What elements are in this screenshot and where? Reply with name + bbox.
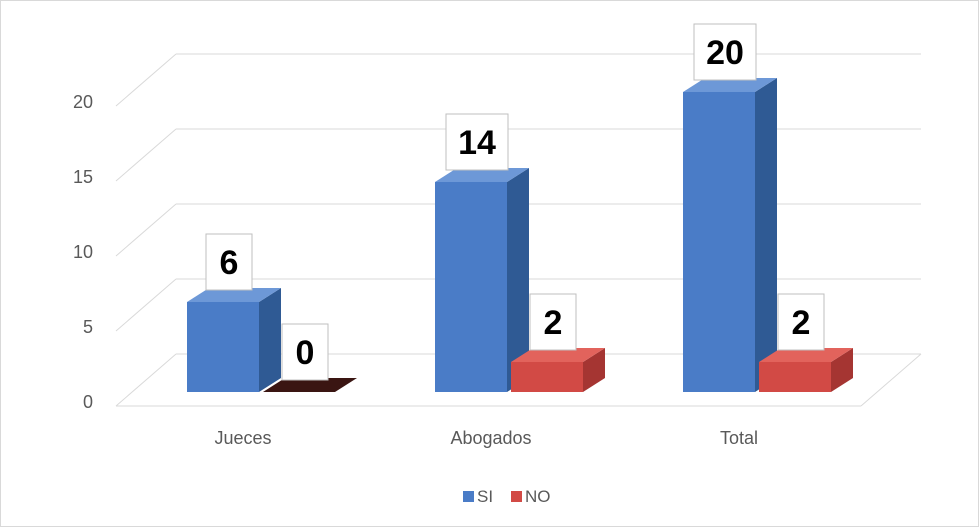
bar-top (511, 348, 605, 362)
x-tick-label: Total (720, 428, 758, 448)
data-label-box (529, 293, 577, 351)
gridline-diagonal (115, 203, 177, 257)
data-label-si-jueces: 6 (205, 233, 253, 291)
legend-label: NO (525, 487, 551, 506)
bar-no-total (759, 348, 853, 392)
legend-swatch (511, 491, 522, 502)
gridline-diagonal (115, 353, 177, 407)
bar-top (187, 288, 281, 302)
bar-top (759, 348, 853, 362)
bar-front (511, 362, 583, 392)
data-label-text: 0 (296, 334, 315, 372)
legend-item-no: NO (511, 487, 551, 506)
bar-front (187, 302, 259, 392)
legend: SI NO (463, 487, 551, 506)
bars (187, 78, 853, 392)
y-tick-label: 5 (83, 317, 93, 337)
x-tick-label: Abogados (450, 428, 531, 448)
data-label-si-abogados: 14 (445, 113, 509, 171)
bar-front (759, 362, 831, 392)
gridline-diagonal (115, 128, 177, 182)
data-label-box (205, 233, 253, 291)
bar-side (507, 168, 529, 392)
bar-side (583, 348, 605, 392)
y-axis-ticks: 0 5 10 15 20 (73, 92, 93, 412)
data-label-no-jueces: 0 (281, 323, 329, 381)
bar-si-total (683, 78, 777, 392)
bar-side (259, 288, 281, 392)
bar-top (435, 168, 529, 182)
data-label-text: 20 (706, 34, 744, 72)
data-label-box (693, 23, 757, 81)
data-label-text: 2 (792, 304, 811, 342)
legend-label: SI (477, 487, 493, 506)
bar-side (831, 348, 853, 392)
bar-no-jueces (263, 378, 357, 392)
bar-front (435, 182, 507, 392)
bar-si-jueces (187, 288, 281, 392)
gridline-diagonal (115, 53, 177, 107)
bar-top (263, 378, 357, 392)
data-label-text: 6 (220, 244, 239, 282)
x-tick-label: Jueces (214, 428, 271, 448)
x-axis-categories: Jueces Abogados Total (214, 428, 758, 448)
data-label-no-total: 2 (777, 293, 825, 351)
bar-side (755, 78, 777, 392)
y-tick-label: 0 (83, 392, 93, 412)
floor-edge-right (860, 353, 922, 407)
data-label-no-abogados: 2 (529, 293, 577, 351)
data-label-box (777, 293, 825, 351)
bar-front (683, 92, 755, 392)
y-tick-label: 10 (73, 242, 93, 262)
gridline-diagonal (115, 278, 177, 332)
data-labels: 6 0 14 2 20 2 (205, 23, 825, 381)
legend-item-si: SI (463, 487, 493, 506)
bar-top (683, 78, 777, 92)
data-label-box (281, 323, 329, 381)
bar-no-abogados (511, 348, 605, 392)
data-label-text: 2 (544, 304, 563, 342)
data-label-si-total: 20 (693, 23, 757, 81)
y-tick-label: 20 (73, 92, 93, 112)
bar-si-abogados (435, 168, 529, 392)
y-tick-label: 15 (73, 167, 93, 187)
legend-swatch (463, 491, 474, 502)
data-label-box (445, 113, 509, 171)
data-label-text: 14 (458, 124, 496, 162)
